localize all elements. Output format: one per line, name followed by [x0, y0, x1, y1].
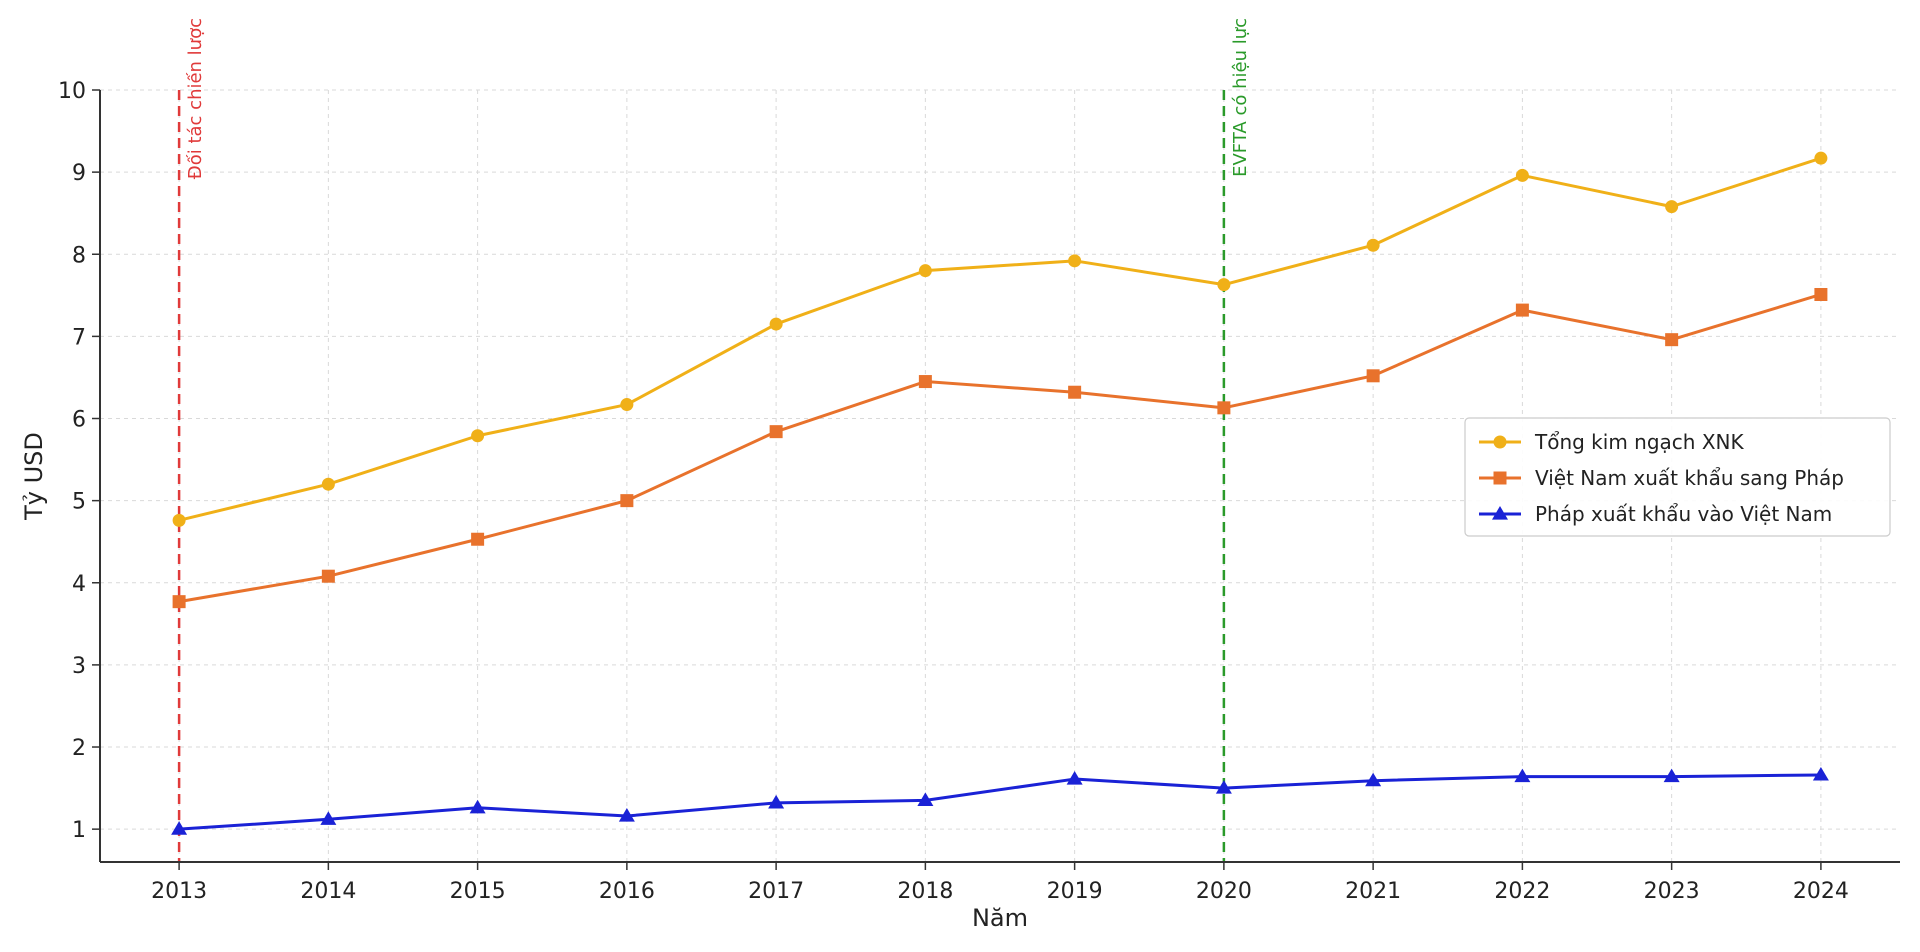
- data-point: [171, 821, 188, 835]
- legend-item: Tổng kim ngạch XNK: [1479, 430, 1744, 454]
- data-point: [1215, 780, 1232, 794]
- y-tick-label: 3: [72, 654, 86, 679]
- data-point: [1217, 401, 1231, 415]
- legend-label: Việt Nam xuất khẩu sang Pháp: [1535, 466, 1844, 490]
- series-line: [179, 773, 1821, 831]
- data-point: [769, 425, 783, 439]
- x-axis-title: Năm: [972, 904, 1028, 932]
- legend-label: Tổng kim ngạch XNK: [1534, 430, 1744, 454]
- y-tick-label: 8: [72, 243, 86, 268]
- x-tick-label: 2013: [151, 879, 207, 904]
- x-tick-label: 2014: [300, 879, 356, 904]
- y-tick-label: 2: [72, 736, 86, 761]
- data-point: [1068, 385, 1082, 399]
- data-point: [1068, 254, 1082, 268]
- data-point: [471, 532, 485, 546]
- legend-label: Pháp xuất khẩu vào Việt Nam: [1535, 502, 1832, 526]
- y-tick-label: 9: [72, 161, 86, 186]
- data-point: [469, 799, 486, 814]
- series-line: [178, 156, 1822, 522]
- data-point: [1366, 369, 1380, 383]
- grid: [100, 89, 1900, 862]
- data-point: [1814, 151, 1828, 165]
- data-point: [321, 477, 335, 491]
- data-point: [1515, 168, 1529, 182]
- x-tick-label: 2015: [450, 879, 506, 904]
- data-point: [321, 569, 335, 583]
- y-tick-label: 4: [72, 572, 86, 597]
- x-tick-label: 2017: [748, 879, 804, 904]
- series-2: [171, 766, 1829, 835]
- data-point: [172, 595, 186, 609]
- x-tick-label: 2024: [1793, 879, 1849, 904]
- y-tick-label: 1: [72, 818, 86, 843]
- x-tick-label: 2023: [1644, 879, 1700, 904]
- x-tick-label: 2019: [1047, 879, 1103, 904]
- legend-box: [1464, 417, 1891, 537]
- annotation-label: EVFTA có hiệu lực: [1230, 18, 1251, 177]
- annotations: Đối tác chiến lược EVFTA có hiệu lực: [177, 18, 1251, 862]
- annotation-label: Đối tác chiến lược: [185, 18, 206, 179]
- data-point: [172, 513, 186, 527]
- data-point: [1665, 200, 1679, 214]
- data-point: [1366, 238, 1380, 252]
- y-tick-label: 7: [72, 325, 86, 350]
- data-point: [620, 398, 634, 412]
- legend-marker: [1493, 435, 1507, 449]
- tick-labels: 2013 2014 2015 2016 2017 2018 2019 2020 2021 2022…: [58, 79, 1849, 904]
- y-tick-label: 6: [72, 408, 86, 433]
- data-point: [618, 808, 635, 822]
- data-point: [1514, 768, 1531, 783]
- x-tick-label: 2018: [897, 879, 953, 904]
- legend-marker: [1492, 506, 1508, 520]
- data-point: [1665, 333, 1679, 347]
- x-tick-label: 2016: [599, 879, 655, 904]
- legend-item: Việt Nam xuất khẩu sang Pháp: [1479, 466, 1844, 490]
- y-axis-title: Tỷ USD: [20, 432, 48, 521]
- data-point: [917, 792, 934, 807]
- data-point: [1066, 771, 1083, 785]
- series-1: [172, 287, 1828, 609]
- data-point: [918, 264, 932, 278]
- y-tick-label: 5: [72, 490, 86, 515]
- data-point: [320, 811, 337, 825]
- series-0: [172, 151, 1828, 527]
- data-point: [1814, 287, 1828, 301]
- legend-item: Pháp xuất khẩu vào Việt Nam: [1479, 502, 1832, 526]
- axes: [99, 90, 1900, 863]
- y-tick-label: 10: [58, 79, 86, 104]
- legend: Tổng kim ngạch XNK Việt Nam xuất khẩu san…: [1464, 417, 1891, 537]
- data-point: [1217, 278, 1231, 292]
- series: [171, 151, 1829, 835]
- data-point: [1812, 766, 1829, 781]
- x-tick-label: 2022: [1494, 879, 1550, 904]
- data-point: [1515, 303, 1529, 317]
- series-line: [178, 293, 1822, 604]
- data-point: [769, 317, 783, 331]
- data-point: [620, 494, 634, 508]
- data-point: [1663, 768, 1680, 783]
- data-point: [1365, 772, 1382, 787]
- legend-marker: [1493, 471, 1507, 485]
- data-point: [471, 429, 485, 443]
- x-tick-label: 2021: [1345, 879, 1401, 904]
- data-point: [918, 375, 932, 389]
- data-point: [768, 794, 785, 809]
- x-tick-label: 2020: [1196, 879, 1252, 904]
